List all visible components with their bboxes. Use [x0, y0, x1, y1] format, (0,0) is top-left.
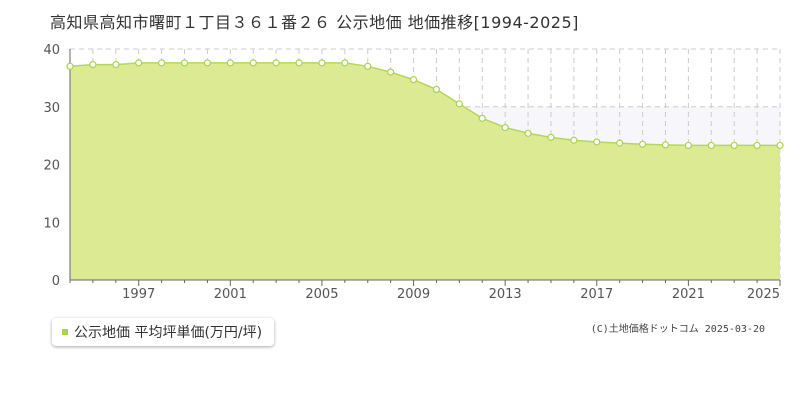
price-area-fill [70, 62, 780, 281]
x-tick-label: 2021 [672, 287, 705, 302]
legend-square-icon [62, 329, 68, 335]
land-price-chart: 0 10 20 30 40 1997 2001 2005 2009 2013 2017 2021 202… [43, 43, 784, 302]
y-tick-label: 0 [52, 274, 60, 289]
data-point [203, 59, 212, 67]
data-point [66, 62, 74, 70]
copyright-text: (C)土地価格ドットコム 2025-03-20 [590, 324, 765, 335]
data-point [455, 100, 463, 108]
data-point [272, 59, 280, 67]
data-point [661, 141, 670, 149]
data-point [295, 59, 303, 67]
data-point [616, 139, 624, 147]
data-point [409, 76, 418, 84]
data-point [226, 59, 234, 67]
data-point [387, 68, 395, 76]
data-point [524, 129, 532, 137]
data-points [66, 59, 784, 150]
chart-title: 高知県高知市曙町１丁目３６１番２６ 公示地価 地価推移[1994-2025] [50, 13, 579, 32]
data-point [570, 136, 578, 144]
axes [69, 49, 781, 286]
data-point [547, 133, 555, 141]
data-point [432, 85, 441, 94]
data-point [501, 123, 509, 132]
x-tick-label: 2009 [397, 287, 430, 302]
data-point [707, 141, 715, 150]
tick-labels: 0 10 20 30 40 1997 2001 2005 2009 2013 2017 2021 202… [43, 43, 780, 302]
x-tick-label: 2025 [747, 287, 780, 302]
data-point [776, 141, 784, 150]
y-tick-label: 40 [43, 43, 60, 58]
data-point [684, 141, 692, 150]
data-point [318, 59, 326, 67]
data-point [730, 141, 738, 150]
x-tick-label: 2001 [214, 287, 247, 302]
y-tick-label: 30 [43, 101, 60, 116]
data-point [249, 59, 257, 67]
y-tick-label: 10 [43, 216, 60, 231]
legend: 公示地価 平均坪単価(万円/坪) [52, 318, 275, 346]
data-point [89, 60, 97, 69]
x-tick-label: 2017 [580, 287, 613, 302]
data-point [180, 59, 189, 67]
x-tick-label: 2013 [489, 287, 522, 302]
data-point [753, 141, 761, 150]
x-tick-label: 2005 [305, 287, 338, 302]
data-point [593, 138, 601, 146]
data-point [135, 59, 143, 67]
y-tick-label: 20 [43, 159, 60, 174]
price-line [69, 62, 780, 147]
data-point [341, 59, 349, 67]
legend-label: 公示地価 平均坪単価(万円/坪) [74, 325, 263, 341]
data-point [364, 62, 372, 70]
data-point [158, 59, 166, 67]
data-point [478, 114, 486, 122]
x-tick-label: 1997 [122, 287, 155, 302]
data-point [112, 60, 120, 69]
data-point [638, 140, 647, 148]
